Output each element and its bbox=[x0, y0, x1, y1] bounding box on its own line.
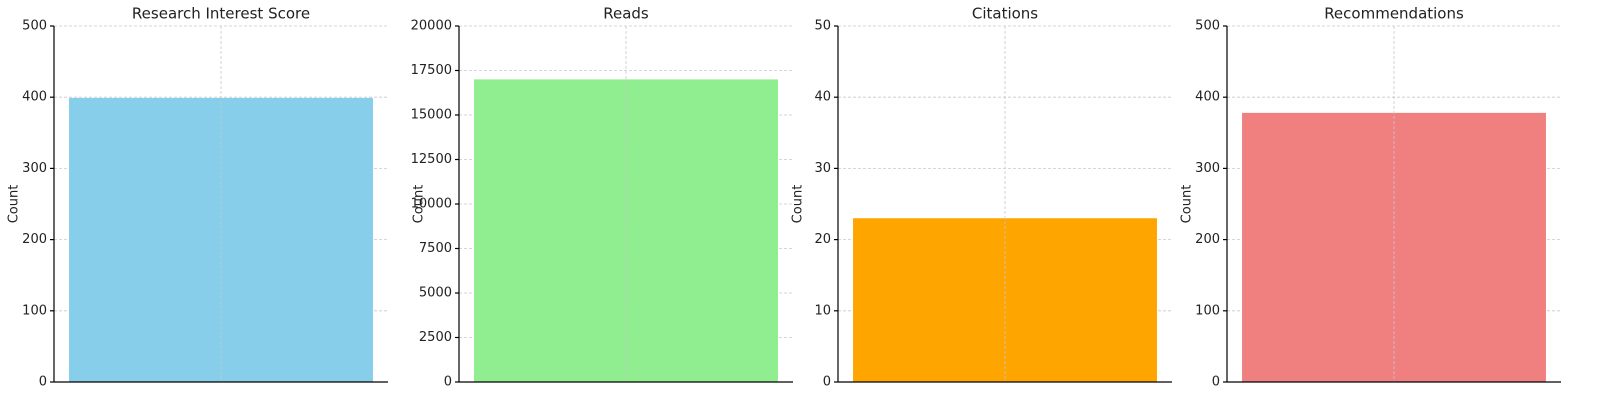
y-tick-label: 0 bbox=[823, 375, 831, 390]
y-tick-label: 500 bbox=[22, 19, 47, 34]
y-tick-label: 12500 bbox=[411, 152, 452, 167]
y-tick-label: 20000 bbox=[411, 19, 452, 34]
y-tick-label: 15000 bbox=[411, 108, 452, 123]
y-axis-label: Count bbox=[7, 185, 22, 224]
y-tick-label: 2500 bbox=[419, 330, 452, 345]
y-axis-label: Count bbox=[412, 185, 427, 224]
y-axis-label: Count bbox=[791, 185, 806, 224]
y-tick-label: 0 bbox=[444, 375, 452, 390]
y-tick-label: 100 bbox=[1195, 303, 1220, 318]
y-tick-label: 500 bbox=[1195, 19, 1220, 34]
bar bbox=[853, 218, 1157, 382]
chart-title: Reads bbox=[603, 5, 649, 23]
y-tick-label: 40 bbox=[814, 90, 831, 105]
y-tick-label: 0 bbox=[39, 375, 47, 390]
y-tick-label: 300 bbox=[22, 161, 47, 176]
y-tick-label: 7500 bbox=[419, 241, 452, 256]
y-tick-label: 10000 bbox=[411, 197, 452, 212]
y-tick-label: 10 bbox=[814, 303, 831, 318]
y-tick-label: 400 bbox=[22, 90, 47, 105]
y-tick-label: 300 bbox=[1195, 161, 1220, 176]
y-tick-label: 50 bbox=[814, 19, 831, 34]
y-tick-label: 20 bbox=[814, 232, 831, 247]
chart-title: Citations bbox=[972, 5, 1038, 23]
y-tick-label: 0 bbox=[1212, 375, 1220, 390]
y-tick-label: 200 bbox=[1195, 232, 1220, 247]
y-tick-label: 30 bbox=[814, 161, 831, 176]
chart-title: Recommendations bbox=[1324, 5, 1464, 23]
y-tick-label: 5000 bbox=[419, 286, 452, 301]
y-tick-label: 17500 bbox=[411, 63, 452, 78]
y-tick-label: 400 bbox=[1195, 90, 1220, 105]
y-tick-label: 100 bbox=[22, 303, 47, 318]
y-tick-label: 200 bbox=[22, 232, 47, 247]
chart-title: Research Interest Score bbox=[132, 5, 310, 23]
bar bbox=[69, 97, 373, 383]
y-axis-label: Count bbox=[1180, 185, 1195, 224]
